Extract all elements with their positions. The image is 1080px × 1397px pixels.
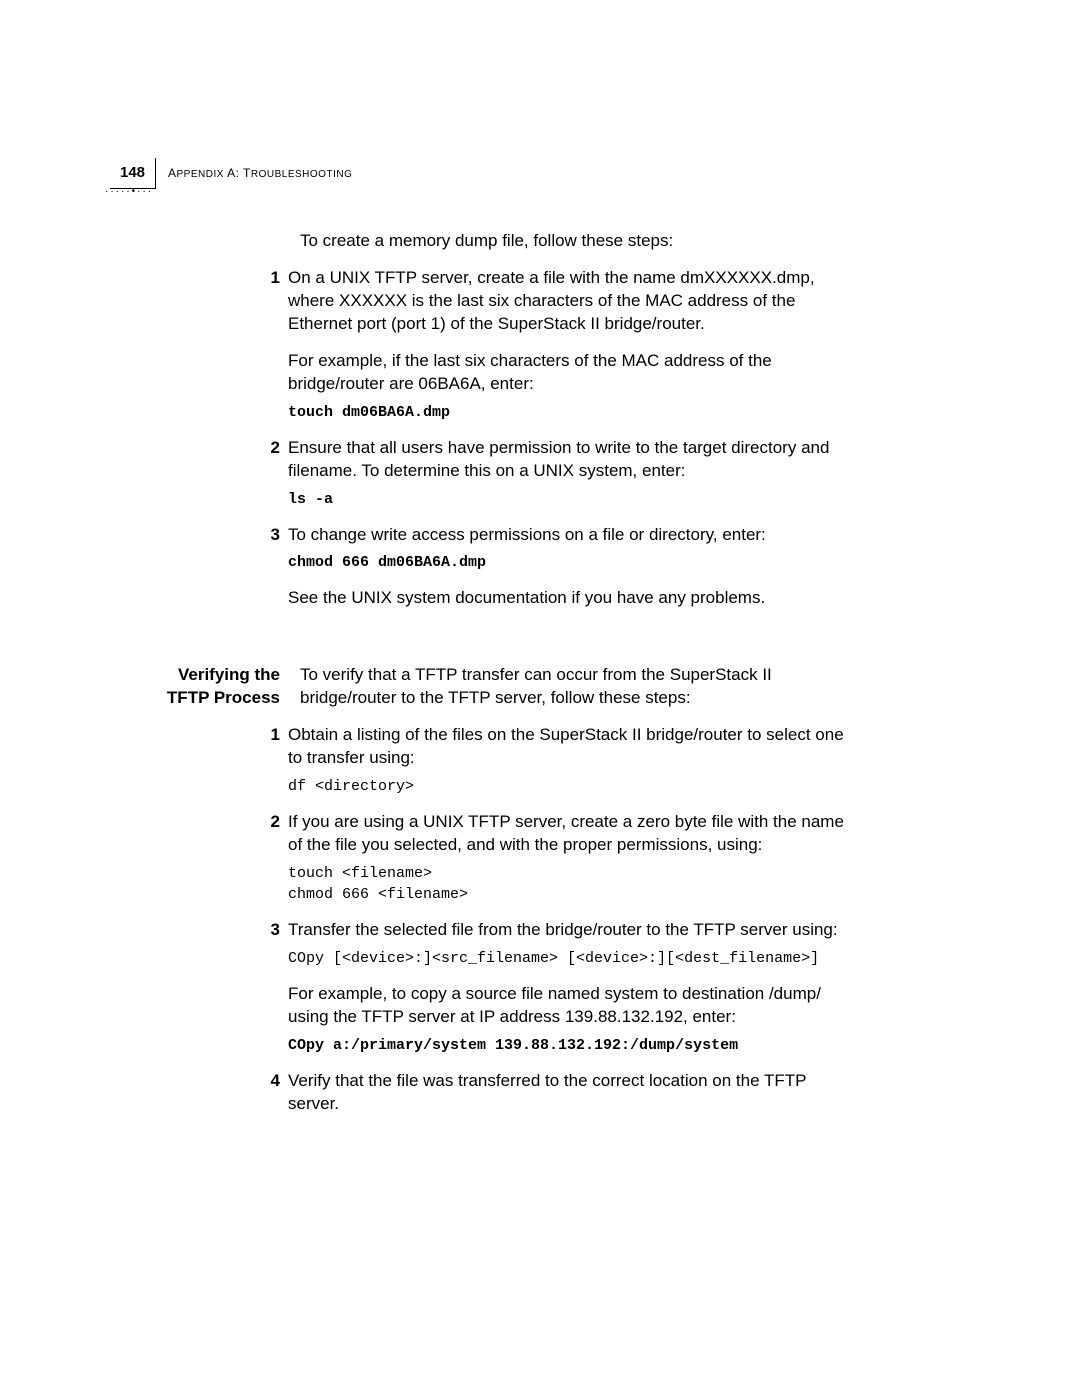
step1-para1: On a UNIX TFTP server, create a file wit…	[288, 267, 852, 336]
s2-step4-para1: Verify that the file was transferred to …	[288, 1070, 852, 1116]
s2-step2-command: touch <filename> chmod 666 <filename>	[288, 863, 852, 905]
header-dots-icon: ·····•···	[105, 186, 153, 197]
step3-para1: To change write access permissions on a …	[288, 524, 852, 547]
step3-para2: See the UNIX system documentation if you…	[288, 587, 852, 610]
s2-step1-command: df <directory>	[288, 776, 852, 797]
running-head: APPENDIX A: TROUBLESHOOTING	[168, 166, 352, 180]
step-number: 4	[132, 1070, 288, 1116]
step-number: 1	[132, 267, 288, 423]
section-heading: Verifying the TFTP Process	[132, 664, 300, 710]
step-number: 1	[132, 724, 288, 797]
page: 148 APPENDIX A: TROUBLESHOOTING ·····•··…	[0, 0, 1080, 1397]
step-number: 3	[132, 524, 288, 611]
step-number: 3	[132, 919, 288, 1056]
s2-step3-para2: For example, to copy a source file named…	[288, 983, 852, 1029]
s2-step2-para1: If you are using a UNIX TFTP server, cre…	[288, 811, 852, 857]
step-number: 2	[132, 437, 288, 510]
section2-intro: To verify that a TFTP transfer can occur…	[300, 664, 852, 710]
content-area: To create a memory dump file, follow the…	[132, 230, 852, 1130]
step3-command: chmod 666 dm06BA6A.dmp	[288, 552, 852, 573]
step-number: 2	[132, 811, 288, 905]
running-head-text: APPENDIX A: TROUBLESHOOTING	[168, 166, 352, 180]
s2-step3-para1: Transfer the selected file from the brid…	[288, 919, 852, 942]
page-number: 148	[120, 164, 145, 181]
intro-text: To create a memory dump file, follow the…	[300, 230, 852, 253]
step2-para1: Ensure that all users have permission to…	[288, 437, 852, 483]
s2-step1-para1: Obtain a listing of the files on the Sup…	[288, 724, 852, 770]
step1-para2: For example, if the last six characters …	[288, 350, 852, 396]
step1-command: touch dm06BA6A.dmp	[288, 402, 852, 423]
s2-step3-command1: COpy [<device>:]<src_filename> [<device>…	[288, 948, 852, 969]
s2-step3-command2: COpy a:/primary/system 139.88.132.192:/d…	[288, 1035, 852, 1056]
step2-command: ls -a	[288, 489, 852, 510]
